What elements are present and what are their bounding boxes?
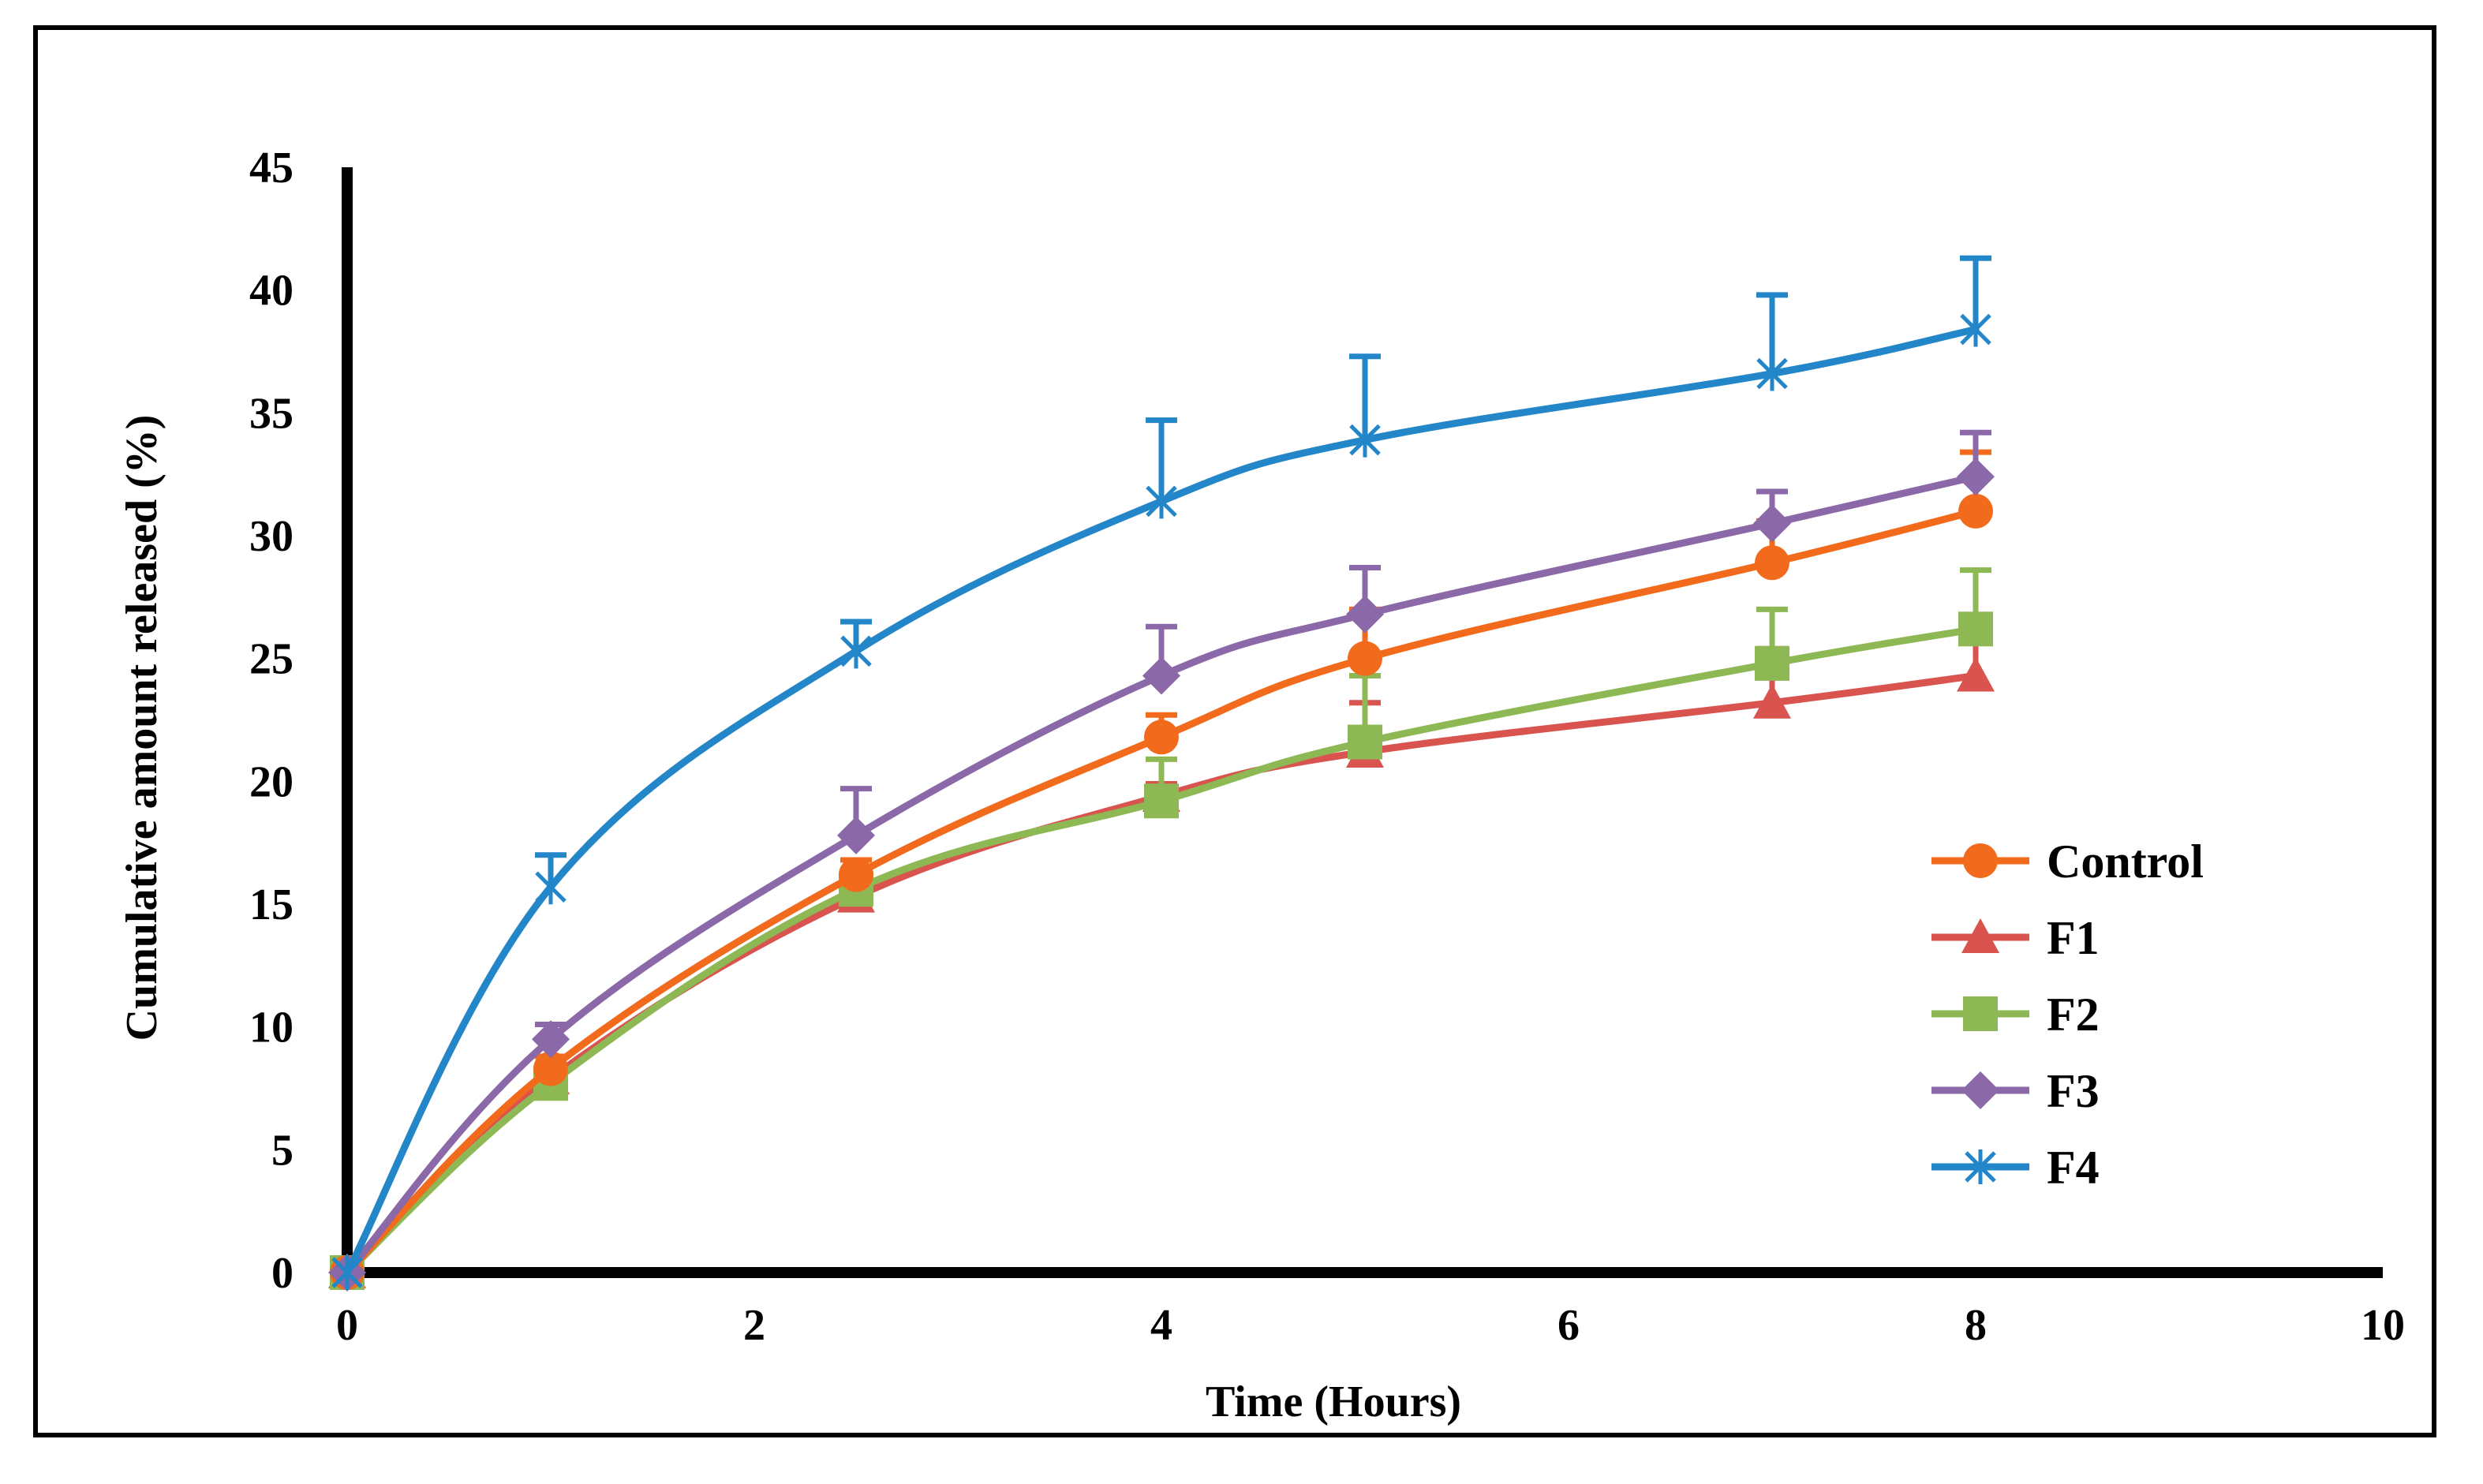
y-tick-label: 45 <box>249 144 294 193</box>
data-point-f4 <box>1349 422 1381 458</box>
data-point-f2 <box>1958 611 1993 647</box>
y-tick-label: 35 <box>249 389 294 438</box>
legend-item-control: Control <box>1931 835 2204 888</box>
y-tick-label: 25 <box>249 635 294 684</box>
x-tick-label: 8 <box>1965 1301 1987 1350</box>
x-tick-label: 10 <box>2361 1301 2405 1350</box>
data-point-control <box>839 857 873 892</box>
y-tick-label: 0 <box>271 1249 294 1298</box>
data-point-control <box>1958 493 1993 529</box>
legend-label-control: Control <box>2047 835 2204 888</box>
legend-marker-f4 <box>1965 1149 1996 1184</box>
y-axis-title: Cumulative amount released (%) <box>118 415 166 1041</box>
data-point-f3 <box>837 816 875 854</box>
data-point-f4 <box>840 634 872 669</box>
x-tick-label: 2 <box>743 1301 765 1350</box>
data-point-control <box>1348 641 1382 676</box>
legend-marker-f1 <box>1961 918 1999 953</box>
legend-marker-f2 <box>1963 996 1998 1031</box>
chart-frame <box>33 25 2436 1437</box>
legend-label-f1: F1 <box>2047 912 2100 964</box>
series-control <box>330 449 1993 1290</box>
data-point-f4 <box>331 1255 363 1290</box>
legend-marker-f3 <box>1961 1071 1999 1109</box>
legend-item-f2: F2 <box>1931 989 2100 1041</box>
series-f3 <box>328 429 1995 1291</box>
x-tick-label: 4 <box>1150 1301 1172 1350</box>
series-layer <box>328 255 1995 1291</box>
data-point-f1 <box>1753 683 1791 719</box>
data-point-f3 <box>1346 595 1384 634</box>
legend-label-f2: F2 <box>2047 989 2100 1041</box>
legend: Control F1 F2 F3 F4 <box>1931 835 2204 1194</box>
y-tick-label: 15 <box>249 880 294 929</box>
legend-item-f1: F1 <box>1931 912 2100 964</box>
tick-labels: 0 5 10 15 20 25 30 35 40 45 0 2 4 6 8 10 <box>249 144 2405 1350</box>
data-point-f3 <box>1957 458 1995 496</box>
legend-label-f4: F4 <box>2047 1142 2100 1194</box>
y-tick-label: 30 <box>249 512 294 561</box>
data-point-f2 <box>1755 645 1789 681</box>
data-point-control <box>1144 720 1179 755</box>
data-point-control <box>533 1051 568 1086</box>
y-tick-label: 10 <box>249 1004 294 1052</box>
data-point-control <box>1755 545 1789 581</box>
y-tick-label: 20 <box>249 757 294 806</box>
data-point-f4 <box>535 869 567 905</box>
series-line-f4 <box>343 325 1980 1277</box>
data-point-f4 <box>1146 484 1177 519</box>
legend-item-f4: F4 <box>1931 1142 2100 1194</box>
data-point-f4 <box>1756 356 1788 391</box>
y-tick-label: 40 <box>249 267 294 316</box>
y-tick-label: 5 <box>271 1126 294 1175</box>
data-point-f2 <box>1348 724 1382 760</box>
data-point-f2 <box>1144 783 1179 819</box>
data-point-f4 <box>1960 312 1991 347</box>
data-point-f3 <box>1142 656 1180 695</box>
legend-marker-control <box>1963 843 1998 878</box>
data-point-f3 <box>532 1020 570 1059</box>
legend-label-f3: F3 <box>2047 1065 2100 1117</box>
data-point-f3 <box>1753 504 1791 543</box>
series-f4 <box>331 255 1991 1290</box>
axes <box>342 167 2383 1278</box>
data-point-f1 <box>1957 656 1995 692</box>
x-tick-label: 6 <box>1557 1301 1580 1350</box>
series-line-f3 <box>343 473 1980 1277</box>
legend-item-f3: F3 <box>1931 1065 2100 1117</box>
x-axis-title: Time (Hours) <box>1206 1377 1461 1426</box>
x-tick-label: 0 <box>336 1301 358 1350</box>
